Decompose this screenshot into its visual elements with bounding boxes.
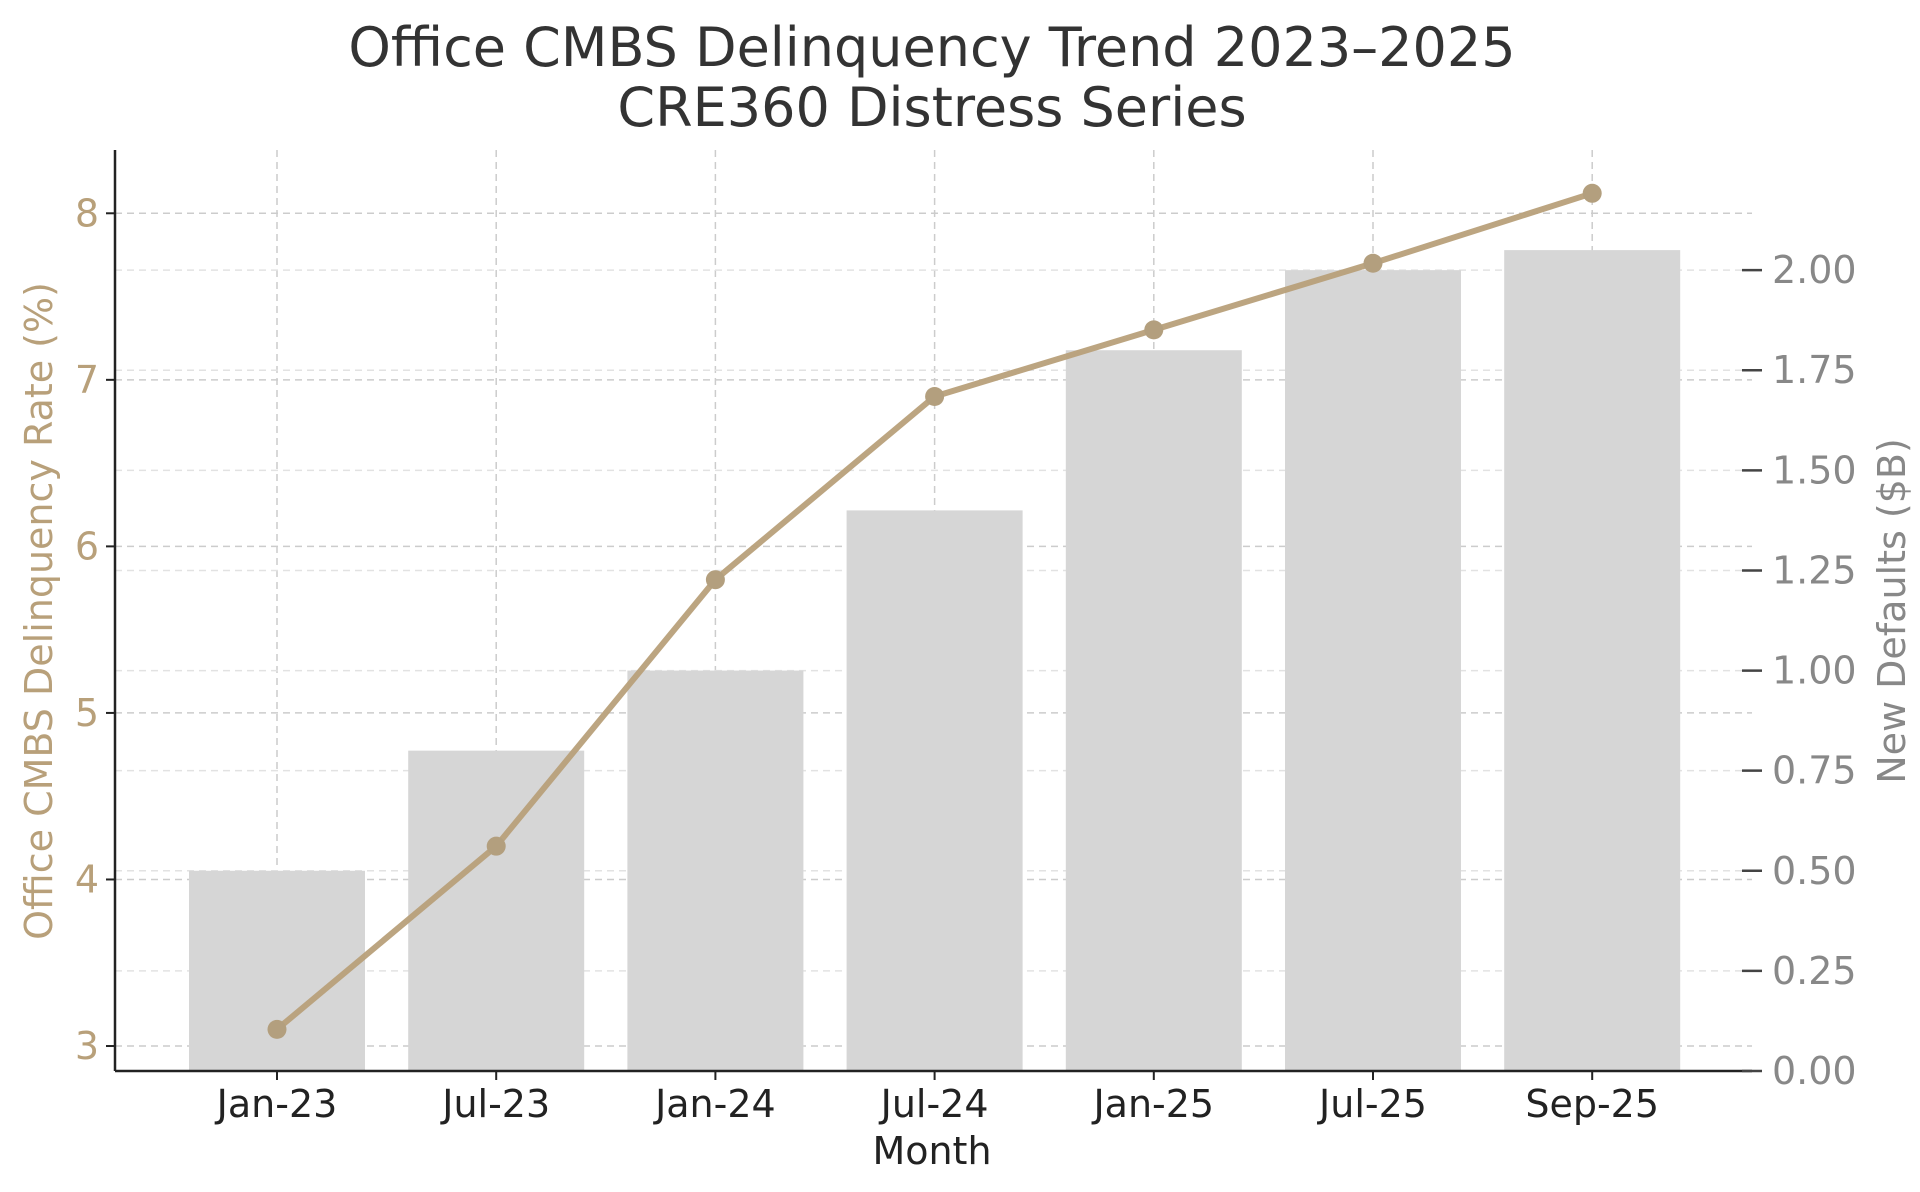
y-right-tick-label: 0.75 — [1772, 749, 1857, 793]
chart-title: Office CMBS Delinquency Trend 2023–2025 … — [348, 16, 1515, 139]
data-point-Sep-25 — [1582, 183, 1602, 203]
bar-Jul-25 — [1285, 270, 1461, 1071]
chart-title-line1: Office CMBS Delinquency Trend 2023–2025 — [348, 16, 1515, 79]
chart-title-line2: CRE360 Distress Series — [617, 76, 1246, 139]
y-left-tick-label: 8 — [75, 191, 99, 235]
data-point-Jul-23 — [486, 836, 506, 856]
y-right-tick-label: 1.00 — [1772, 649, 1857, 693]
bar-Jul-23 — [408, 750, 585, 1071]
bar-series — [189, 250, 1681, 1071]
x-tick-label-Jul-24: Jul-24 — [879, 1082, 989, 1126]
y-right-tick-label: 0.25 — [1772, 949, 1857, 993]
bar-Jan-23 — [189, 870, 365, 1071]
y-right-tick-label: 1.50 — [1772, 448, 1857, 492]
data-point-Jul-24 — [925, 386, 945, 406]
data-point-Jan-23 — [267, 1019, 287, 1039]
bar-Jan-24 — [627, 670, 804, 1071]
bar-Jan-25 — [1065, 350, 1242, 1071]
axes — [106, 150, 1762, 1080]
x-axis-label: Month — [872, 1129, 991, 1173]
y-left-tick-label: 3 — [75, 1024, 99, 1068]
y-right-tick-label: 0.50 — [1772, 849, 1857, 893]
bar-Jul-24 — [846, 510, 1023, 1071]
y-right-tick-label: 2.00 — [1772, 248, 1857, 292]
line-series — [267, 183, 1602, 1039]
x-tick-label-Jul-23: Jul-23 — [440, 1082, 550, 1126]
x-tick-label-Jul-25: Jul-25 — [1317, 1082, 1427, 1126]
y-right-tick-label: 1.75 — [1772, 348, 1857, 392]
y-left-tick-label: 7 — [75, 358, 99, 402]
y-left-tick-label: 5 — [75, 691, 99, 735]
x-tick-label-Sep-25: Sep-25 — [1525, 1082, 1659, 1126]
data-point-Jan-24 — [705, 570, 725, 590]
data-point-Jan-25 — [1144, 320, 1164, 340]
x-tick-label-Jan-24: Jan-24 — [653, 1082, 776, 1126]
x-tick-label-Jan-23: Jan-23 — [215, 1082, 338, 1126]
y-axis-right-label: New Defaults ($B) — [1870, 438, 1914, 784]
y-right-tick-label: 0.00 — [1772, 1049, 1857, 1093]
y-right-tick-label: 1.25 — [1772, 548, 1857, 592]
x-tick-label-Jan-25: Jan-25 — [1091, 1082, 1214, 1126]
bar-Sep-25 — [1504, 250, 1681, 1071]
data-point-Jul-25 — [1363, 253, 1383, 273]
tick-labels: Jan-23 Jul-23 Jan-24 Jul-24 Jan-25 Jul-25 Sep-… — [75, 191, 1857, 1126]
y-left-tick-label: 4 — [75, 857, 99, 901]
y-axis-left-label: Office CMBS Delinquency Rate (%) — [17, 282, 61, 940]
y-left-tick-label: 6 — [75, 524, 99, 568]
